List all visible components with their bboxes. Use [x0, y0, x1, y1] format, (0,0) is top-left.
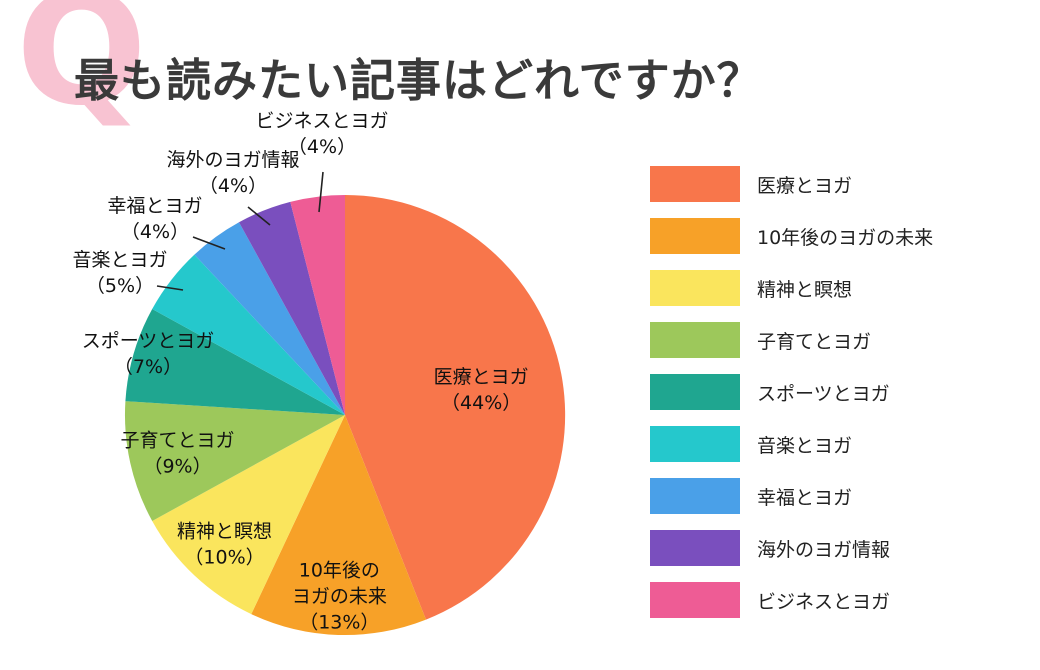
pie-slice-5: [125, 309, 346, 415]
pie-slice-8: [239, 201, 345, 415]
pie-slice-label: 10年後のヨガの未来（13%）: [292, 559, 387, 633]
pie-slice-6: [152, 254, 345, 415]
chart-legend: 医療とヨガ 10年後のヨガの未来 精神と瞑想子育てとヨガ スポーツとヨガ 音楽とヨガ幸福…: [650, 166, 933, 634]
legend-item-7: 幸福とヨガ: [650, 478, 933, 514]
pie-slice-label: 子育てとヨガ（9%）: [121, 429, 235, 477]
legend-swatch: [650, 582, 740, 618]
legend-swatch: [650, 478, 740, 514]
pie-slice-7: [194, 222, 345, 415]
pie-slice-label: 精神と瞑想（10%）: [177, 520, 272, 568]
legend-item-4: 子育てとヨガ: [650, 322, 933, 358]
legend-label: 精神と瞑想: [757, 278, 853, 301]
pie-slice-4: [124, 401, 346, 521]
leader-line: [247, 206, 271, 226]
pie-slice-label: 海外のヨガ情報（4%）: [166, 149, 299, 197]
legend-item-9: ビジネスとヨガ: [650, 582, 933, 618]
legend-label: 海外のヨガ情報: [757, 538, 891, 561]
pie-slice-label: スポーツとヨガ（7%）: [82, 330, 215, 378]
legend-item-6: 音楽とヨガ: [650, 426, 933, 462]
pie-slice-9: [290, 194, 345, 415]
legend-swatch: [650, 426, 740, 462]
pie-slice-label: 医療とヨガ（44%）: [434, 366, 529, 414]
legend-swatch: [650, 270, 740, 306]
legend-label: 10年後のヨガの未来: [757, 226, 934, 249]
legend-item-1: 医療とヨガ: [650, 166, 933, 202]
legend-swatch: [650, 374, 740, 410]
pie-slice-1: [345, 194, 566, 620]
legend-item-2: 10年後のヨガの未来: [650, 218, 933, 254]
legend-swatch: [650, 218, 740, 254]
pie-slice-3: [152, 415, 345, 615]
pie-slice-label: 音楽とヨガ（5%）: [72, 249, 167, 297]
legend-item-8: 海外のヨガ情報: [650, 530, 933, 566]
legend-label: 医療とヨガ: [757, 174, 853, 197]
legend-label: 音楽とヨガ: [757, 434, 853, 457]
pie-slice-2: [251, 415, 426, 636]
leader-line: [192, 236, 226, 250]
legend-label: 幸福とヨガ: [757, 486, 853, 509]
legend-label: ビジネスとヨガ: [757, 590, 891, 613]
leader-line: [318, 171, 324, 213]
legend-label: スポーツとヨガ: [757, 382, 890, 405]
pie-slice-label: 幸福とヨガ（4%）: [107, 195, 202, 243]
legend-item-5: スポーツとヨガ: [650, 374, 933, 410]
page-title: 最も読みたい記事はどれですか？: [74, 54, 763, 107]
legend-swatch: [650, 322, 740, 358]
leader-line: [156, 285, 184, 291]
legend-swatch: [650, 166, 740, 202]
legend-label: 子育てとヨガ: [757, 330, 872, 353]
legend-swatch: [650, 530, 740, 566]
pie-slice-label: ビジネスとヨガ（4%）: [255, 110, 388, 158]
legend-item-3: 精神と瞑想: [650, 270, 933, 306]
q-mark: Q: [16, 0, 147, 140]
